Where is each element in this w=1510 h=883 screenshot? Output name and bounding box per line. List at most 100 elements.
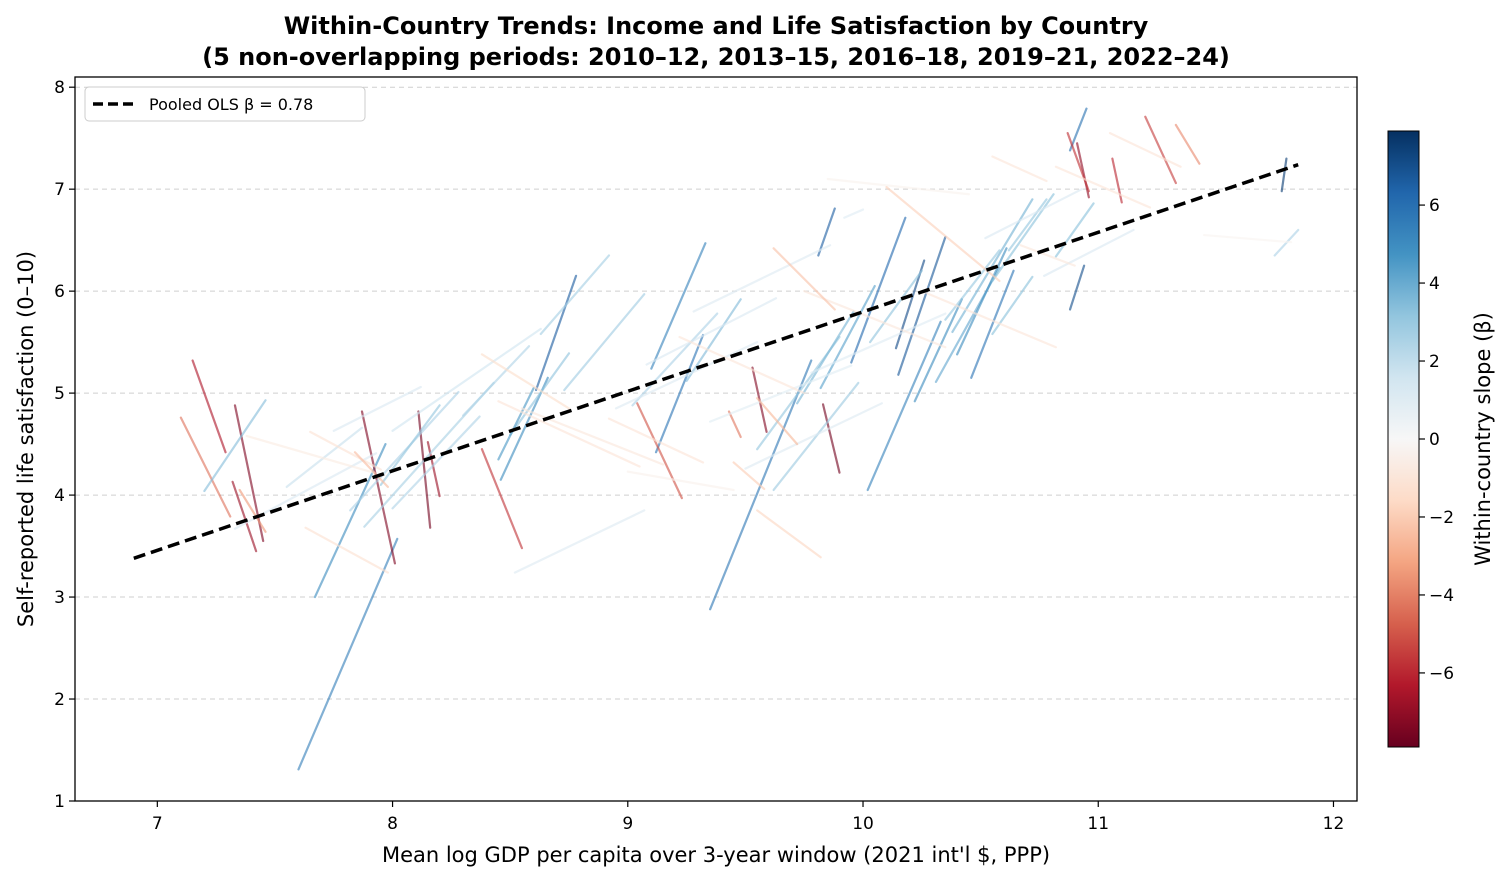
- country-segment: [885, 186, 1001, 283]
- country-segment: [819, 284, 876, 390]
- plot-frame: [74, 76, 1358, 802]
- country-segment: [956, 247, 1008, 356]
- country-segment: [1066, 131, 1090, 193]
- country-segment: [1280, 157, 1288, 193]
- country-segment: [191, 359, 227, 454]
- country-segment: [238, 488, 267, 533]
- country-segment: [727, 410, 742, 439]
- y-axis: 1 2 3 4 5 6 7 8: [54, 78, 75, 812]
- country-segment: [826, 177, 970, 196]
- country-segment: [231, 480, 258, 553]
- country-segment: [645, 297, 778, 366]
- country-segments: [179, 107, 1300, 771]
- country-segment: [304, 526, 389, 574]
- country-segment: [692, 244, 832, 313]
- colorbar-tick-label: 0: [1429, 430, 1440, 450]
- colorbar-tick-label: 2: [1429, 352, 1440, 372]
- country-segment: [480, 353, 571, 410]
- country-segment: [868, 269, 923, 344]
- colorbar-tick-label: 6: [1429, 196, 1440, 216]
- country-segment: [1108, 131, 1182, 168]
- country-segment: [1144, 115, 1177, 185]
- x-tick-label: 8: [387, 814, 398, 834]
- y-tick-label: 6: [54, 282, 65, 302]
- country-segment: [539, 254, 611, 336]
- colorbar-ticks: −6 −4 −2 0 2 4 6: [1419, 196, 1454, 684]
- plot-area: [74, 76, 1358, 802]
- country-segment: [709, 364, 853, 423]
- colorbar-tick-label: 4: [1429, 274, 1440, 294]
- country-segment: [563, 293, 646, 392]
- country-segment: [772, 381, 860, 492]
- pooled-fit: [133, 163, 1299, 560]
- y-tick-label: 7: [54, 180, 65, 200]
- country-segment: [817, 207, 836, 257]
- country-segment: [607, 417, 705, 464]
- country-segment: [756, 397, 799, 446]
- country-segment: [309, 430, 382, 471]
- country-segment: [756, 509, 822, 559]
- country-segment: [497, 386, 535, 461]
- chart-title: Within-Country Trends: Income and Life S…: [284, 12, 1149, 40]
- country-segment: [426, 440, 441, 498]
- country-segment: [897, 235, 947, 376]
- country-segment: [497, 400, 641, 468]
- country-segment: [772, 247, 836, 311]
- colorbar-gradient: [1387, 130, 1420, 748]
- legend: Pooled OLS β = 0.78: [84, 86, 366, 122]
- country-segment: [353, 451, 389, 489]
- country-segment: [920, 290, 1058, 349]
- country-segment: [732, 461, 766, 491]
- y-axis-label: Self-reported life satisfaction (0–10): [14, 251, 38, 627]
- country-segment: [866, 320, 942, 492]
- x-axis: 7 8 9 10 11 12: [152, 801, 1344, 834]
- country-segment: [1054, 165, 1152, 209]
- country-segment: [509, 352, 571, 437]
- country-segment: [245, 434, 375, 474]
- x-axis-label: Mean log GDP per capita over 3-year wind…: [382, 843, 1050, 867]
- y-tick-label: 8: [54, 78, 65, 98]
- country-segment: [984, 188, 1083, 240]
- country-segment: [650, 242, 707, 370]
- country-segment: [913, 298, 963, 403]
- x-tick-label: 11: [1087, 814, 1109, 834]
- x-tick-label: 12: [1323, 814, 1345, 834]
- country-segment: [391, 327, 542, 432]
- y-tick-label: 2: [54, 690, 65, 710]
- country-segment: [631, 312, 719, 407]
- country-segment: [203, 399, 267, 493]
- x-tick-label: 9: [622, 814, 633, 834]
- y-tick-label: 4: [54, 486, 65, 506]
- country-segment: [843, 208, 865, 219]
- legend-box: [84, 86, 366, 122]
- country-segment: [1174, 123, 1201, 165]
- plot-background: [75, 77, 1357, 801]
- country-segment: [1007, 198, 1048, 252]
- colorbar-tick-label: −4: [1429, 586, 1454, 606]
- country-segment: [480, 448, 524, 550]
- country-segment: [654, 333, 705, 454]
- colorbar-tick-label: −2: [1429, 508, 1454, 528]
- country-segment: [803, 290, 947, 349]
- country-segment: [796, 310, 855, 405]
- country-segment: [391, 415, 481, 510]
- country-segment: [614, 341, 759, 410]
- y-tick-label: 1: [54, 792, 65, 812]
- country-segment: [991, 155, 1048, 183]
- y-tick-label: 3: [54, 588, 65, 608]
- country-segment: [1068, 107, 1088, 152]
- country-segment: [462, 345, 531, 417]
- colorbar: −6 −4 −2 0 2 4 6 Within-country slope (β): [1387, 130, 1495, 748]
- country-segment: [1068, 264, 1086, 311]
- country-segment: [297, 537, 399, 771]
- country-segment: [360, 410, 397, 565]
- country-segment: [678, 335, 806, 395]
- pooled-ols-line: [133, 163, 1299, 560]
- x-tick-label: 7: [152, 814, 163, 834]
- country-segment: [534, 274, 578, 392]
- country-segment: [513, 509, 646, 574]
- country-segment: [1054, 202, 1095, 258]
- country-segment: [1203, 233, 1293, 244]
- country-segment: [1019, 244, 1076, 267]
